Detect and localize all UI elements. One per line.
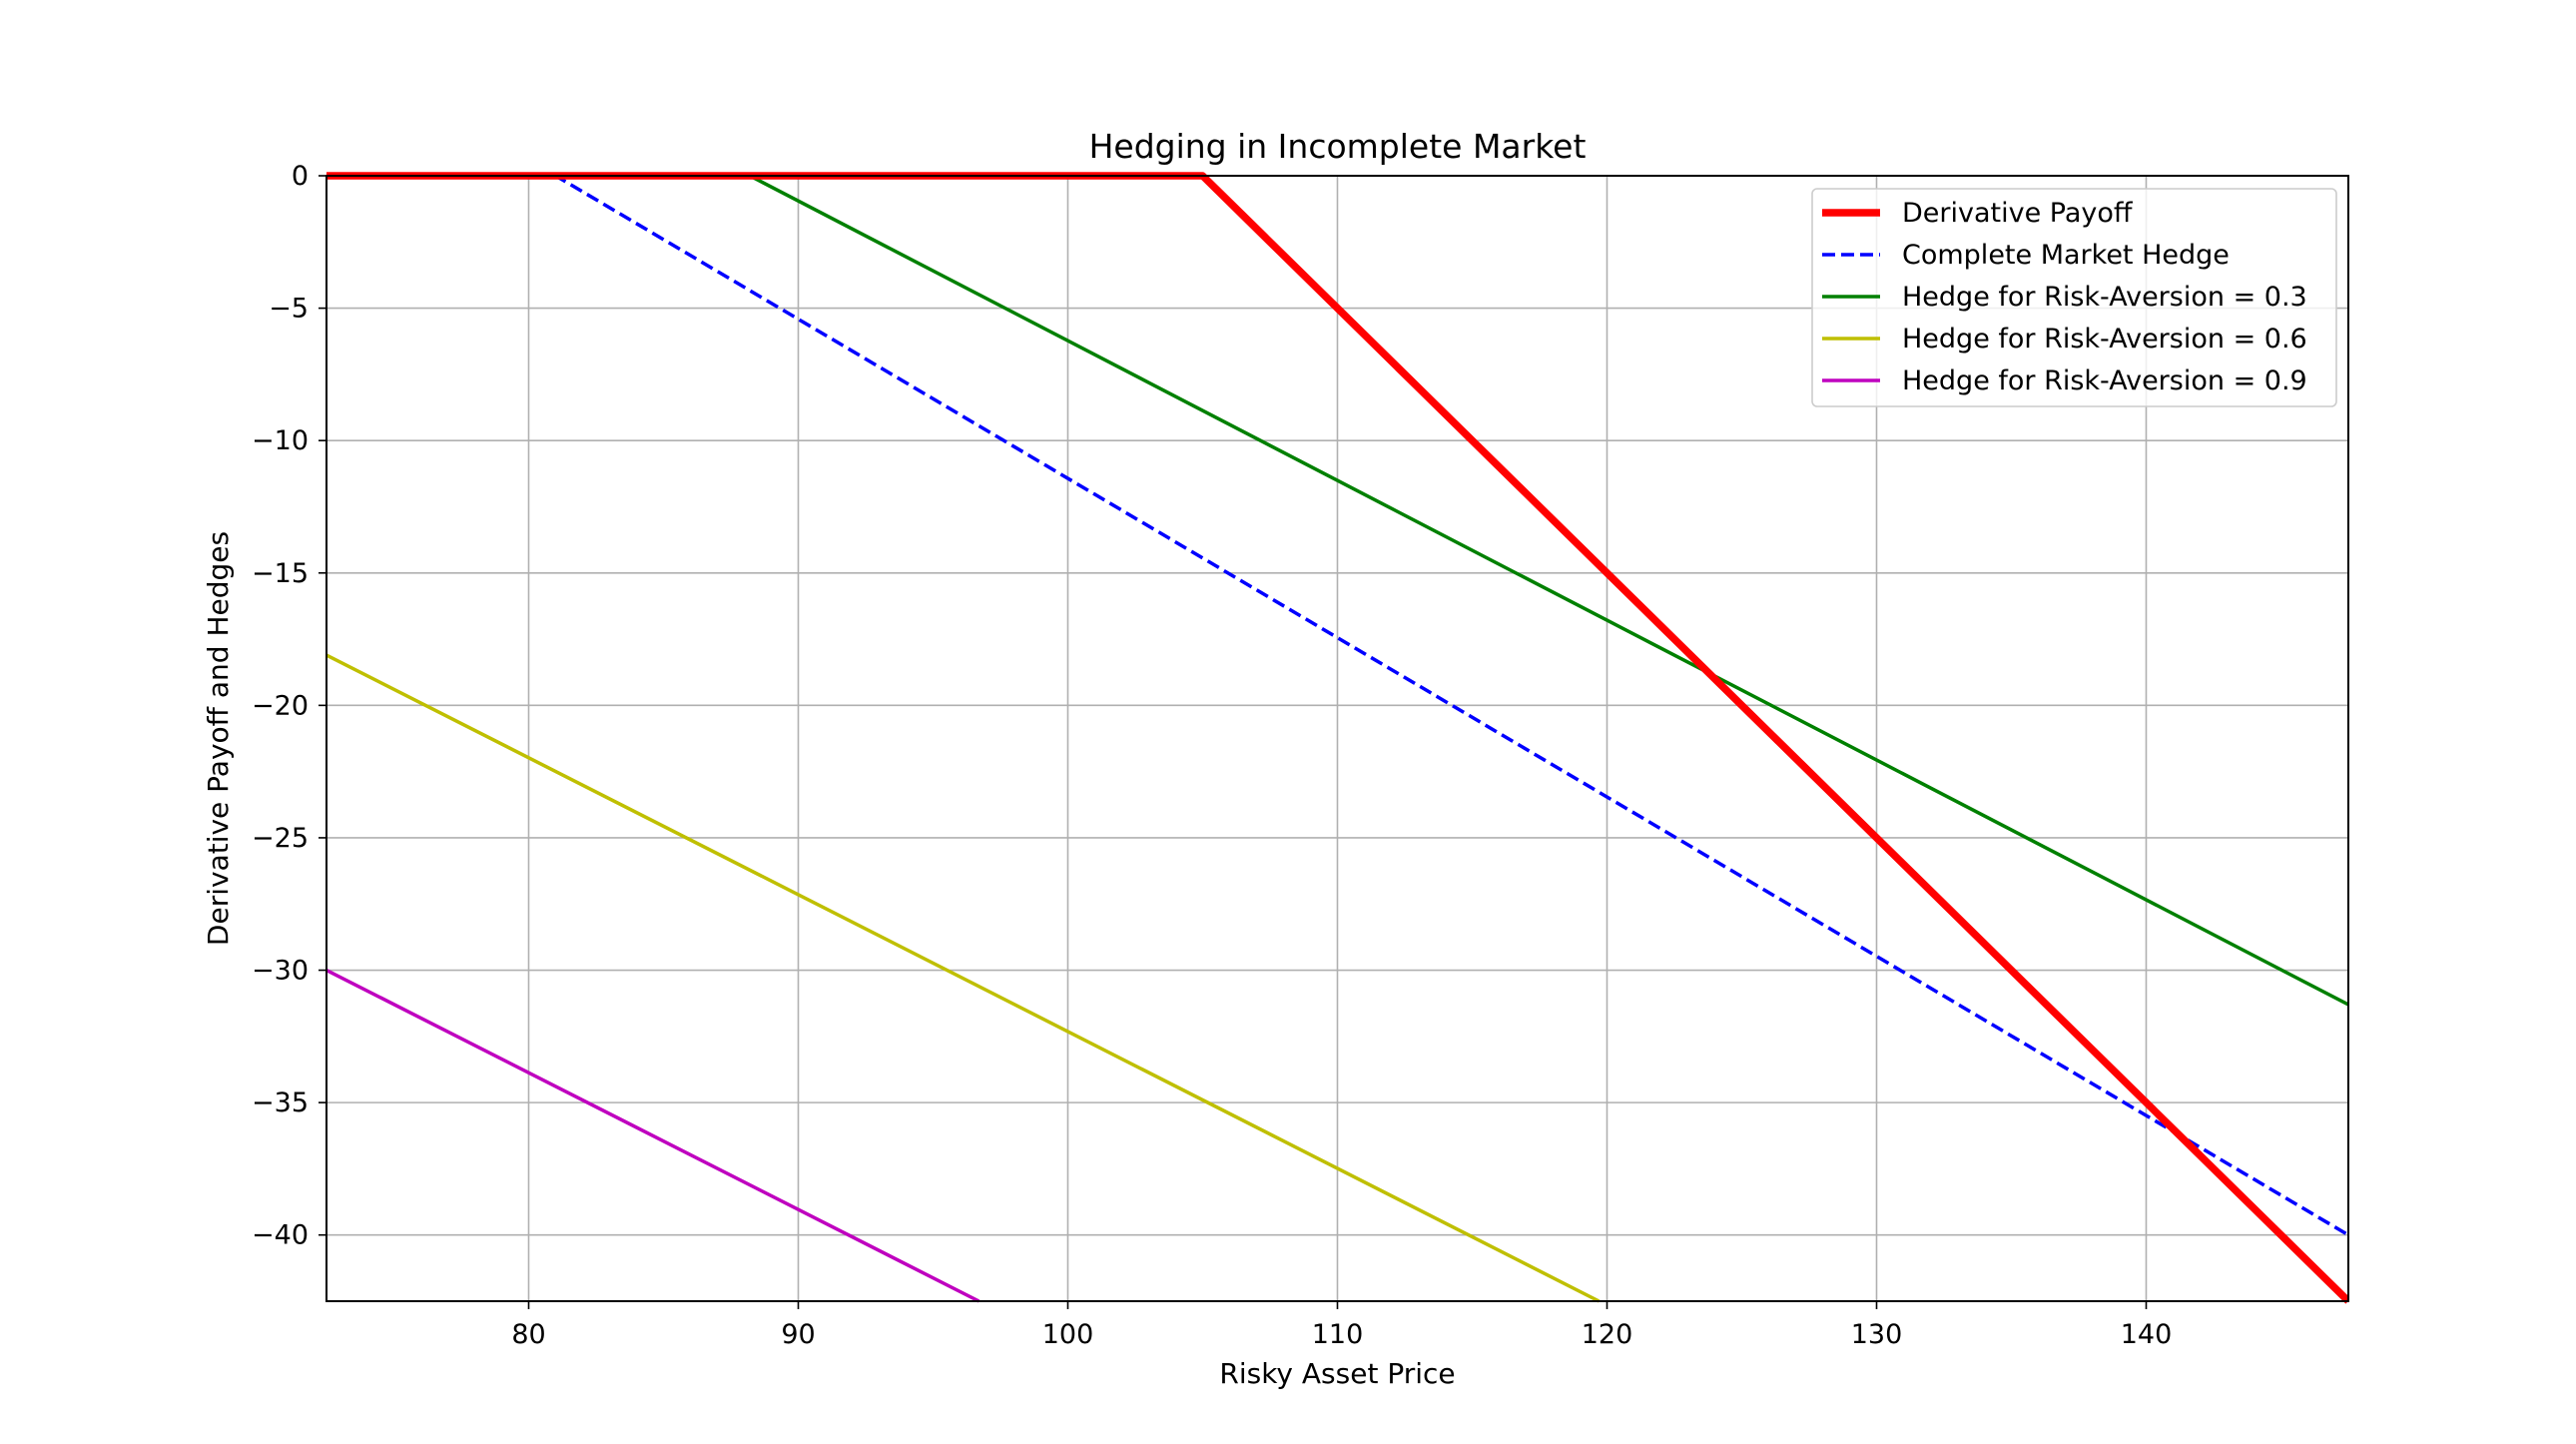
chart-title: Hedging in Incomplete Market	[1089, 127, 1587, 166]
y-tick-label: 0	[292, 161, 309, 192]
y-tick-label: −40	[252, 1220, 309, 1251]
legend-entry-label: Hedge for Risk-Aversion = 0.6	[1902, 324, 2307, 355]
y-tick-label: −30	[252, 956, 309, 987]
x-tick-label: 80	[511, 1319, 545, 1350]
x-axis-label: Risky Asset Price	[1219, 1357, 1455, 1390]
x-tick-label: 130	[1851, 1319, 1903, 1350]
y-tick-label: −20	[252, 690, 309, 721]
legend: Derivative Payoff Complete Market Hedge He…	[1811, 188, 2337, 407]
x-tick-label: 140	[2121, 1319, 2173, 1350]
y-tick-label: −15	[252, 558, 309, 589]
legend-entry-label: Hedge for Risk-Aversion = 0.9	[1902, 365, 2307, 396]
y-tick-label: −35	[252, 1087, 309, 1118]
x-tick-label: 90	[781, 1319, 815, 1350]
series-line-3	[326, 653, 1601, 1303]
y-tick-label: −25	[252, 823, 309, 854]
series-line-4	[326, 968, 980, 1303]
x-tick-label: 100	[1042, 1319, 1094, 1350]
legend-entry-label: Derivative Payoff	[1902, 198, 2134, 229]
y-tick-label: −10	[252, 425, 309, 456]
legend-box	[1811, 188, 2337, 407]
legend-entry-label: Hedge for Risk-Aversion = 0.3	[1902, 282, 2307, 313]
y-axis-label: Derivative Payoff and Hedges	[202, 531, 235, 946]
y-tick-label: −5	[269, 294, 309, 325]
x-tick-label: 120	[1582, 1319, 1633, 1350]
legend-entry-label: Complete Market Hedge	[1902, 240, 2230, 271]
x-tick-label: 110	[1312, 1319, 1364, 1350]
ticks: 80 90 100 110 120 130 140 0 −5 −10 −15 −20 −25 −30 −35…	[252, 161, 2172, 1350]
